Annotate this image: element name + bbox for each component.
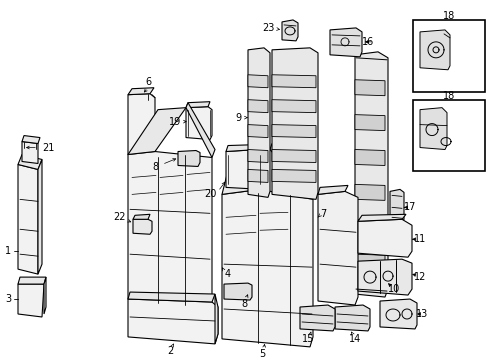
Polygon shape	[247, 75, 267, 88]
Polygon shape	[334, 305, 369, 331]
Polygon shape	[419, 108, 446, 149]
Polygon shape	[271, 125, 315, 138]
Polygon shape	[128, 94, 155, 157]
Polygon shape	[185, 102, 209, 108]
Text: 3: 3	[5, 294, 11, 304]
Text: 10: 10	[387, 284, 399, 294]
Polygon shape	[419, 30, 449, 70]
Text: 18: 18	[442, 91, 454, 101]
Polygon shape	[224, 283, 251, 300]
Text: 2: 2	[166, 346, 173, 356]
Text: 6: 6	[144, 77, 151, 87]
Text: 21: 21	[42, 143, 54, 153]
Text: 20: 20	[203, 189, 216, 199]
Polygon shape	[271, 75, 315, 88]
Text: 7: 7	[319, 209, 325, 219]
FancyBboxPatch shape	[412, 100, 484, 171]
Text: 5: 5	[258, 349, 264, 359]
Polygon shape	[247, 170, 267, 183]
Polygon shape	[38, 159, 42, 274]
Polygon shape	[354, 114, 384, 131]
Polygon shape	[271, 149, 315, 162]
Polygon shape	[44, 277, 46, 314]
Polygon shape	[354, 184, 384, 201]
Polygon shape	[269, 144, 315, 199]
Polygon shape	[354, 219, 384, 235]
Polygon shape	[178, 150, 200, 166]
Text: 11: 11	[413, 234, 425, 244]
Polygon shape	[354, 52, 387, 297]
Polygon shape	[271, 100, 315, 113]
Polygon shape	[128, 108, 185, 154]
Polygon shape	[357, 219, 411, 257]
Polygon shape	[225, 144, 260, 152]
Polygon shape	[317, 192, 357, 305]
Text: 17: 17	[403, 202, 415, 212]
Polygon shape	[317, 185, 347, 194]
Polygon shape	[389, 189, 403, 222]
Polygon shape	[222, 149, 269, 194]
Polygon shape	[329, 28, 361, 57]
Text: 1: 1	[5, 246, 11, 256]
Polygon shape	[379, 299, 416, 329]
Polygon shape	[247, 149, 267, 162]
Polygon shape	[225, 149, 264, 189]
Polygon shape	[128, 292, 215, 302]
Polygon shape	[357, 259, 411, 295]
Text: 23: 23	[261, 23, 274, 33]
Polygon shape	[128, 152, 212, 307]
Text: 15: 15	[301, 334, 314, 344]
Polygon shape	[185, 103, 215, 157]
Polygon shape	[247, 100, 267, 113]
Text: 16: 16	[361, 37, 373, 47]
Polygon shape	[18, 277, 46, 284]
Polygon shape	[354, 149, 384, 166]
Polygon shape	[215, 294, 218, 344]
Polygon shape	[299, 305, 334, 331]
Text: 12: 12	[413, 272, 426, 282]
Polygon shape	[271, 48, 317, 199]
Polygon shape	[247, 48, 269, 197]
Polygon shape	[18, 284, 44, 317]
Polygon shape	[271, 170, 315, 183]
Polygon shape	[128, 88, 154, 95]
Polygon shape	[133, 214, 150, 219]
Polygon shape	[357, 214, 405, 221]
FancyBboxPatch shape	[412, 20, 484, 92]
Polygon shape	[354, 80, 384, 96]
Polygon shape	[18, 154, 42, 170]
Text: 22: 22	[114, 212, 126, 222]
Polygon shape	[282, 20, 297, 41]
Text: 8: 8	[241, 299, 246, 309]
Polygon shape	[133, 219, 152, 234]
Polygon shape	[354, 254, 384, 270]
Polygon shape	[22, 141, 38, 163]
Text: 13: 13	[415, 309, 427, 319]
Polygon shape	[247, 125, 267, 138]
Text: 19: 19	[168, 117, 181, 127]
Polygon shape	[128, 299, 218, 344]
Text: 14: 14	[348, 334, 360, 344]
Text: 9: 9	[234, 113, 241, 123]
Polygon shape	[222, 189, 312, 347]
Text: 18: 18	[442, 11, 454, 21]
Text: 8: 8	[152, 162, 158, 172]
Polygon shape	[18, 165, 38, 274]
Polygon shape	[22, 136, 40, 144]
Polygon shape	[185, 107, 212, 140]
Text: 4: 4	[224, 269, 231, 279]
